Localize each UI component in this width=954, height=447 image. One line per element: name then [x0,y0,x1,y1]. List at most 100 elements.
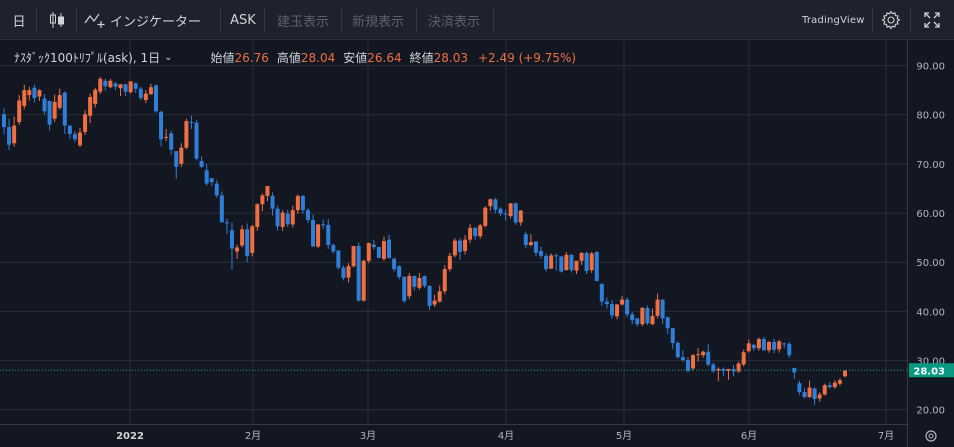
candle [807,380,812,398]
new-order-display-label: 新規表示 [351,14,404,30]
candle-body [224,222,229,224]
candle-body [589,253,594,271]
candle [250,224,255,257]
candle-body [42,98,47,112]
open-value: 26.76 [234,50,269,65]
candle [169,130,174,156]
candle-body [665,317,670,329]
candle-body [498,208,503,214]
candle-body [138,88,143,99]
candle-body [696,354,701,356]
candle-body [376,247,381,258]
axis-settings-gear-icon [925,430,937,442]
candle-body [533,241,538,253]
settlement-display-button[interactable]: 決済表示 [418,0,490,40]
toolbar-divider [36,8,37,32]
interval-label: 日 [12,14,26,30]
candle [305,208,310,223]
candle [164,129,169,142]
candlestick-chart[interactable]: 90.00 80.00 70.00 60.00 50.00 40.00 30.00 20.00… [0,40,954,447]
candle-body [767,341,772,351]
candle [174,151,179,179]
candle-body [113,83,118,87]
x-tick-label: 5月 [616,430,632,442]
candle [17,95,22,126]
candle-body [549,255,554,269]
candle [731,365,736,377]
candle [817,392,822,402]
candle [133,82,138,94]
candle-body [832,382,837,388]
candle [452,238,457,258]
candle [77,128,82,148]
candle [478,223,483,239]
candle [229,222,234,270]
candle [331,243,336,254]
candle [366,242,371,264]
candle [402,276,407,303]
candle-body [655,299,660,316]
candle-body [285,213,290,225]
candle-body [701,351,706,356]
settings-button[interactable] [876,0,906,40]
candle [88,93,93,124]
new-order-display-button[interactable]: 新規表示 [343,0,413,40]
candle [103,78,108,91]
candle-body [493,199,498,210]
indicators-button[interactable]: インジケーター [84,0,214,40]
candle-body [584,252,589,272]
candle [549,253,554,270]
candle [108,78,113,89]
close-value: 28.03 [433,50,468,65]
candle [204,163,209,187]
candle-body [93,89,98,104]
candle [701,350,706,358]
position-display-button[interactable]: 建玉表示 [268,0,338,40]
symbol-label[interactable]: ﾅｽﾀﾞｯｸ100ﾄﾘﾌﾟﾙ(ask), 1日 [14,51,161,65]
candle [604,297,609,309]
candle-body [407,276,412,297]
candle-body [503,213,508,215]
candle-body [397,266,402,277]
candle-body [468,227,473,240]
chevron-down-icon[interactable]: ⌄ [164,52,173,63]
candle-body [260,195,265,205]
candle [219,191,224,223]
candle-body [513,203,518,223]
candle-body [88,97,93,116]
candle-body [442,269,447,292]
candle [711,362,716,373]
candle-body [7,127,12,145]
candle-body [523,234,528,246]
candle [721,367,726,377]
interval-button[interactable]: 日 [4,0,34,40]
candle-body [569,254,574,271]
candle-body [305,210,310,220]
candle [463,235,468,255]
candle-body [275,208,280,227]
candle-body [387,239,392,258]
candle [72,130,77,143]
fullscreen-button[interactable] [916,0,948,40]
candle-body [326,224,331,246]
candle-body [807,387,812,397]
toolbar-divider [76,8,77,32]
candle [12,116,17,147]
candle [118,84,123,97]
candle-body [544,255,549,270]
candle-body [782,343,787,345]
candle [42,94,47,115]
candle-body [245,229,250,256]
candle [275,205,280,231]
candle-body [716,368,721,371]
chart-type-button[interactable] [42,0,72,40]
candle-body [300,195,305,211]
candle [7,118,12,151]
candle [751,343,756,351]
candle-body [457,240,462,252]
candle [417,273,422,290]
candle-body [670,328,675,343]
candle [645,305,650,326]
ask-button[interactable]: ASK [226,0,260,40]
candle-body [67,125,72,134]
